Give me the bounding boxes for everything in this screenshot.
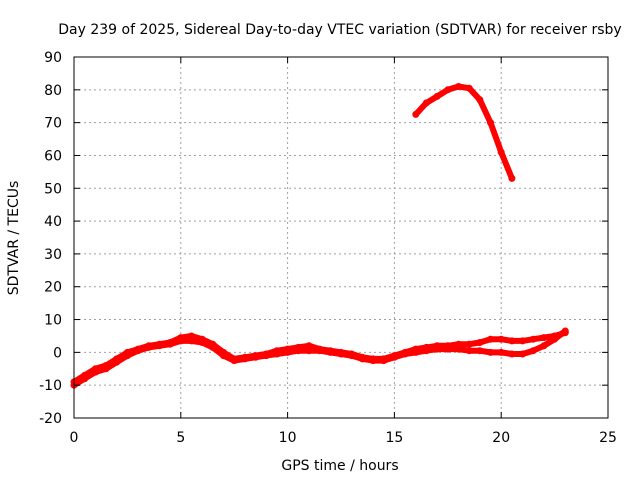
data-point bbox=[465, 84, 473, 92]
data-point bbox=[487, 348, 494, 356]
data-point bbox=[188, 332, 195, 340]
data-point bbox=[476, 347, 484, 355]
data-point bbox=[487, 335, 494, 343]
data-point bbox=[476, 339, 484, 346]
data-point bbox=[455, 340, 462, 348]
y-tick-label: 10 bbox=[44, 313, 62, 329]
data-point bbox=[508, 174, 516, 182]
data-point bbox=[476, 96, 484, 104]
data-point bbox=[529, 347, 537, 355]
grid bbox=[74, 57, 608, 418]
y-tick-label: 60 bbox=[44, 148, 62, 164]
data-point bbox=[166, 340, 174, 348]
y-axis-label: SDTVAR / TECUs bbox=[6, 181, 22, 296]
data-point bbox=[91, 368, 99, 376]
data-point bbox=[422, 347, 430, 355]
data-point bbox=[519, 350, 527, 358]
x-tick-label: 5 bbox=[176, 430, 185, 446]
data-point bbox=[487, 119, 494, 127]
y-tick-label: 50 bbox=[44, 181, 62, 197]
data-point bbox=[252, 353, 260, 361]
data-point bbox=[230, 357, 238, 365]
data-point bbox=[123, 352, 131, 360]
data-point bbox=[465, 347, 473, 355]
data-point bbox=[348, 352, 356, 360]
y-tick-label: 30 bbox=[44, 247, 62, 263]
data-point bbox=[145, 343, 153, 351]
data-point bbox=[529, 335, 537, 343]
x-tick-label: 25 bbox=[599, 430, 617, 446]
y-tick-label: -20 bbox=[39, 411, 62, 427]
series-upper-arc bbox=[412, 83, 515, 182]
x-tick-label: 10 bbox=[279, 430, 297, 446]
data-point bbox=[465, 340, 473, 348]
data-point bbox=[508, 337, 516, 345]
data-point bbox=[273, 350, 281, 358]
y-tick-label: 90 bbox=[44, 50, 62, 66]
data-point bbox=[337, 350, 345, 358]
data-point bbox=[284, 348, 292, 356]
data-point bbox=[497, 348, 505, 356]
data-point bbox=[540, 334, 548, 342]
data-point bbox=[316, 347, 324, 355]
y-tick-label: 0 bbox=[53, 345, 62, 361]
y-tick-label: -10 bbox=[39, 378, 62, 394]
data-point bbox=[326, 348, 334, 356]
plot-frame bbox=[73, 56, 609, 419]
data-point bbox=[188, 337, 195, 345]
data-point bbox=[551, 335, 559, 343]
data-point bbox=[412, 348, 420, 356]
data-point bbox=[198, 339, 206, 346]
y-tick-label: 70 bbox=[44, 116, 62, 132]
ticks: 0 5 10 15 20 25 -20 -10 0 10 20 30 40 50 60 70 80 90 bbox=[39, 50, 617, 446]
data-point bbox=[305, 347, 313, 355]
data-point bbox=[508, 350, 516, 358]
data-point bbox=[81, 375, 89, 383]
data-point bbox=[305, 342, 313, 350]
data-point bbox=[102, 365, 110, 373]
data-point bbox=[155, 342, 163, 350]
data-point bbox=[390, 353, 398, 361]
data-point bbox=[497, 335, 505, 343]
data-point bbox=[519, 337, 527, 345]
x-axis-label: GPS time / hours bbox=[281, 458, 398, 474]
x-tick-label: 20 bbox=[492, 430, 510, 446]
data-point bbox=[380, 357, 388, 365]
data-point bbox=[433, 345, 441, 353]
data-point bbox=[497, 148, 505, 156]
data-point bbox=[294, 347, 302, 355]
data-point bbox=[455, 83, 462, 90]
chart-title: Day 239 of 2025, Sidereal Day-to-day VTE… bbox=[58, 22, 621, 38]
x-tick-label: 15 bbox=[385, 430, 403, 446]
data-point bbox=[209, 343, 217, 351]
data-point bbox=[455, 345, 462, 353]
data-point bbox=[540, 342, 548, 350]
y-tick-label: 80 bbox=[44, 83, 62, 99]
data-point bbox=[220, 352, 227, 360]
data-point bbox=[113, 358, 121, 366]
data-point bbox=[412, 110, 420, 118]
data-point bbox=[444, 345, 452, 353]
data-point bbox=[401, 350, 409, 358]
data-point bbox=[422, 99, 430, 107]
y-tick-label: 40 bbox=[44, 214, 62, 230]
data-point bbox=[561, 327, 569, 335]
data-point bbox=[358, 355, 366, 363]
data-point bbox=[433, 92, 441, 100]
data-point bbox=[177, 337, 185, 345]
series-layer bbox=[70, 83, 569, 389]
data-point bbox=[444, 86, 452, 94]
data-point bbox=[262, 352, 270, 360]
data-point bbox=[241, 355, 249, 363]
data-point bbox=[134, 347, 142, 355]
data-point bbox=[369, 357, 377, 365]
y-tick-label: 20 bbox=[44, 280, 62, 296]
x-tick-label: 0 bbox=[70, 430, 79, 446]
